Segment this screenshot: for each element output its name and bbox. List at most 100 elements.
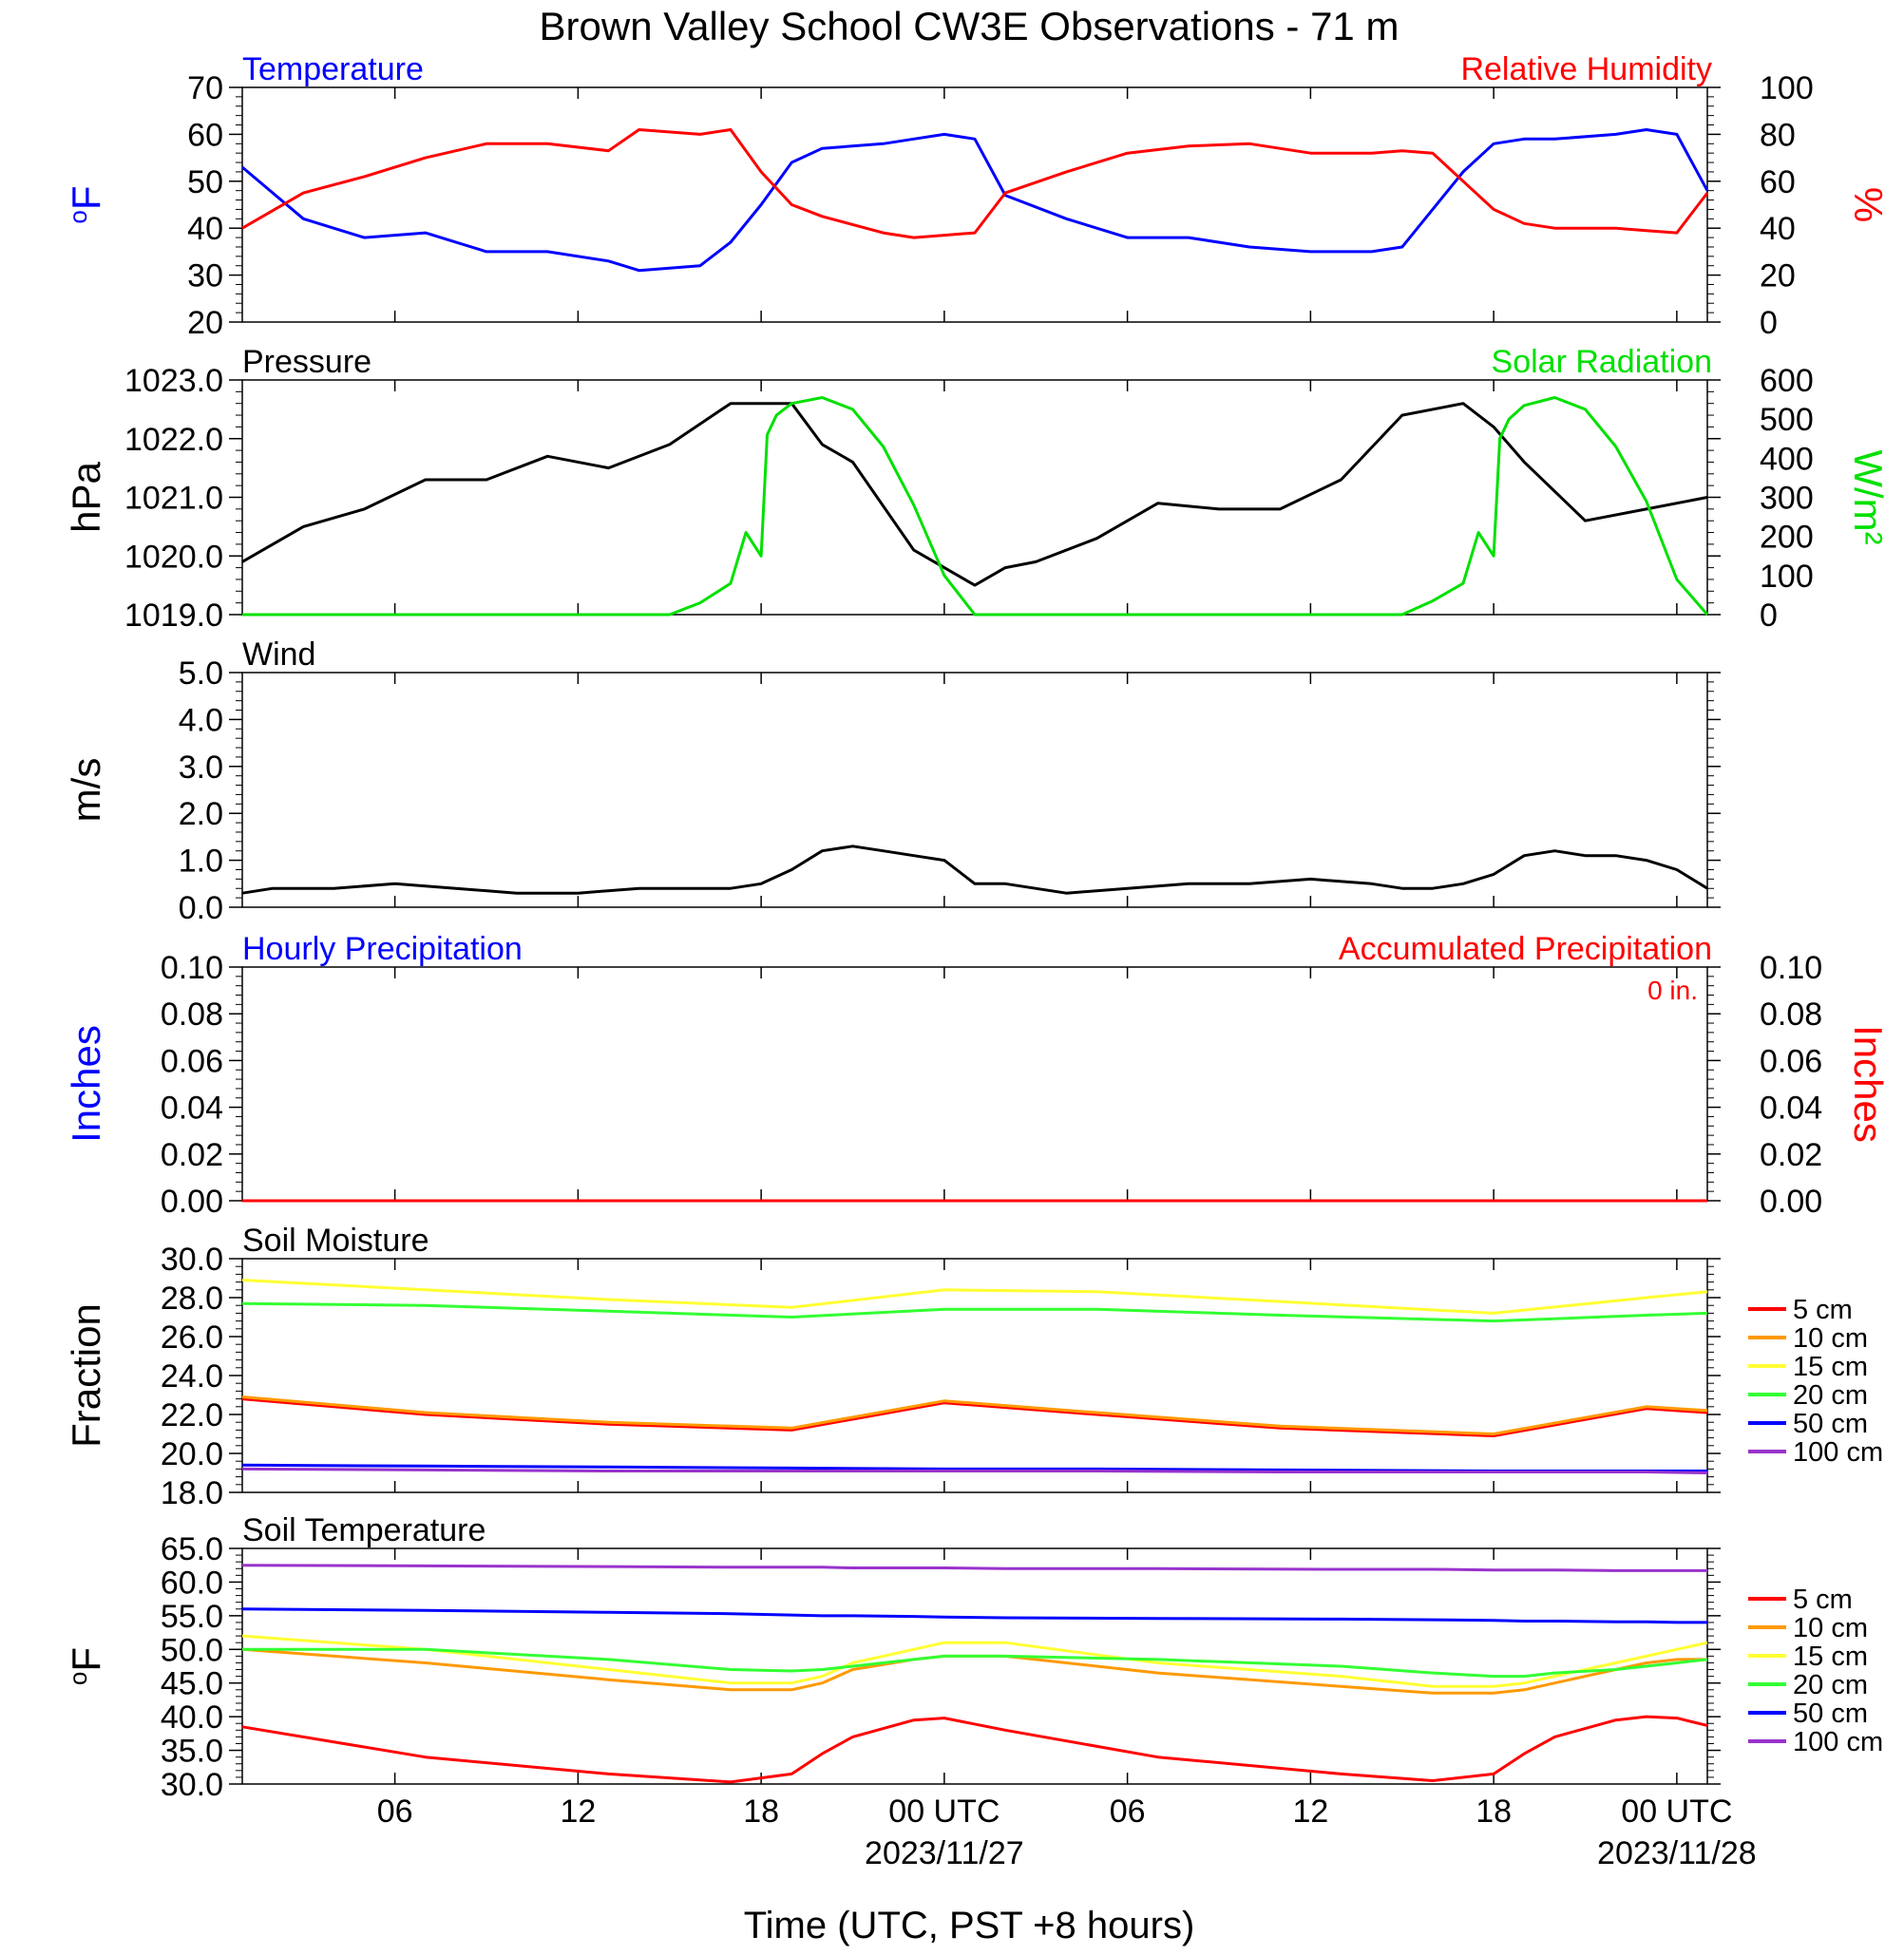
y-tick-label: 0.10 <box>161 950 223 986</box>
y-tick-label: 55.0 <box>161 1599 223 1635</box>
y-tick-label: 1023.0 <box>124 363 223 399</box>
legend-label: 10 cm <box>1793 1323 1868 1354</box>
y-tick-label: 5.0 <box>179 655 223 692</box>
chart-title: Brown Valley School CW3E Observations - … <box>540 4 1399 48</box>
y-axis-label: Fraction <box>64 1303 108 1448</box>
x-date-label: 2023/11/28 <box>1597 1835 1757 1871</box>
series-line-20-cm <box>242 1647 1708 1679</box>
y-tick-label: 0.00 <box>161 1184 223 1220</box>
x-tick-label: 00 UTC <box>1621 1794 1732 1830</box>
y-axis-label-right: Inches <box>1846 1025 1891 1143</box>
y-tick-label: 30.0 <box>161 1242 223 1278</box>
y-tick-label-right: 600 <box>1760 363 1814 399</box>
legend-label: 100 cm <box>1793 1437 1883 1468</box>
legend-label: 100 cm <box>1793 1727 1883 1757</box>
y-tick-label: 28.0 <box>161 1281 223 1317</box>
y-tick-label: 22.0 <box>161 1397 223 1433</box>
panel-soil_temperature: 30.035.040.045.050.055.060.065.0 Soil Tem… <box>64 1512 1883 1803</box>
y-tick-label: 30.0 <box>161 1767 223 1803</box>
y-axis-label: hPa <box>64 461 108 532</box>
y-axis-label: oF <box>64 1647 108 1685</box>
accum-total-label: 0 in. <box>1647 976 1698 1005</box>
x-tick-label: 06 <box>1110 1794 1146 1830</box>
panel-left-title: Hourly Precipitation <box>242 931 523 967</box>
y-tick-label: 26.0 <box>161 1319 223 1356</box>
y-tick-label-right: 200 <box>1760 520 1814 556</box>
legend-label: 10 cm <box>1793 1613 1868 1643</box>
y-tick-label-right: 0 <box>1760 598 1778 634</box>
legend-label: 15 cm <box>1793 1352 1868 1382</box>
y-tick-label: 1021.0 <box>124 481 223 517</box>
y-tick-label-right: 0.04 <box>1760 1091 1822 1127</box>
series-line-wind <box>241 845 1708 895</box>
y-tick-label: 45.0 <box>161 1666 223 1702</box>
series-line-10-cm <box>241 1395 1708 1435</box>
y-tick-label-right: 100 <box>1760 70 1814 106</box>
plot-frame <box>241 379 1708 616</box>
series-line-5-cm <box>241 1397 1708 1437</box>
y-tick-label: 20.0 <box>161 1436 223 1472</box>
y-axis-label-right: W/m² <box>1846 449 1891 544</box>
x-tick-label: 18 <box>743 1794 779 1830</box>
y-tick-label: 1.0 <box>179 844 223 880</box>
x-tick-label: 18 <box>1476 1794 1512 1830</box>
panel-soil_moisture: 18.020.022.024.026.028.030.0 Soil Moistur… <box>64 1223 1883 1511</box>
y-tick-label: 40.0 <box>161 1699 223 1736</box>
panel-left-title: Pressure <box>242 344 371 380</box>
legend-label: 50 cm <box>1793 1699 1868 1729</box>
plot-frame <box>241 1258 1708 1493</box>
y-tick-label: 4.0 <box>179 702 223 738</box>
y-tick-label: 1022.0 <box>124 422 223 458</box>
panel-left-title: Temperature <box>242 51 424 87</box>
y-tick-label-right: 0.10 <box>1760 950 1822 986</box>
panel-left-title: Soil Temperature <box>242 1512 486 1548</box>
legend-label: 15 cm <box>1793 1642 1868 1672</box>
plot-frame <box>241 86 1708 323</box>
series-line-pressure <box>241 402 1708 587</box>
y-tick-label: 70 <box>187 70 223 106</box>
y-tick-label: 0.04 <box>161 1091 223 1127</box>
series-line-100-cm <box>241 1467 1708 1474</box>
y-tick-label-right: 400 <box>1760 441 1814 477</box>
y-tick-label: 18.0 <box>161 1475 223 1511</box>
panel-left-title: Soil Moisture <box>242 1223 429 1259</box>
y-tick-label: 35.0 <box>161 1734 223 1770</box>
panel-temperature_rh: 20 30 40 50 60 70 0 20 40 60 80 100 Temperature Relat… <box>64 51 1891 341</box>
y-tick-label-right: 0.00 <box>1760 1184 1822 1220</box>
y-tick-label: 60.0 <box>161 1565 223 1601</box>
x-tick-label: 12 <box>1292 1794 1328 1830</box>
series-line-100-cm <box>241 1564 1707 1572</box>
y-tick-label: 0.02 <box>161 1137 223 1173</box>
y-tick-label-right: 0.06 <box>1760 1043 1822 1079</box>
y-tick-label: 0.06 <box>161 1043 223 1079</box>
plot-frame <box>241 1547 1708 1785</box>
plot-frame <box>241 966 1708 1202</box>
legend-label: 20 cm <box>1793 1670 1868 1700</box>
y-tick-label: 0.0 <box>179 890 223 926</box>
y-tick-label: 24.0 <box>161 1358 223 1395</box>
series-line-15-cm <box>241 1634 1708 1688</box>
y-tick-label: 1020.0 <box>124 539 223 575</box>
y-tick-label-right: 0 <box>1760 305 1778 341</box>
panel-right-title: Relative Humidity <box>1460 51 1712 87</box>
y-tick-label-right: 40 <box>1760 211 1796 247</box>
y-tick-label: 65.0 <box>161 1531 223 1567</box>
y-tick-label: 60 <box>187 117 223 153</box>
y-tick-label-right: 100 <box>1760 559 1814 595</box>
y-tick-label-right: 0.08 <box>1760 996 1822 1033</box>
series-line-20-cm <box>241 1301 1708 1323</box>
y-tick-label-right: 300 <box>1760 481 1814 517</box>
y-tick-label-right: 60 <box>1760 164 1796 200</box>
y-axis-label: m/s <box>64 758 108 823</box>
y-tick-label: 30 <box>187 258 223 294</box>
legend-label: 20 cm <box>1793 1380 1868 1411</box>
series-line-10-cm <box>241 1647 1707 1695</box>
panel-right-title: Solar Radiation <box>1492 344 1712 380</box>
y-tick-label-right: 20 <box>1760 258 1796 294</box>
x-axis-label: Time (UTC, PST +8 hours) <box>744 1905 1195 1946</box>
y-tick-label: 50.0 <box>161 1632 223 1668</box>
series-line-5-cm <box>241 1715 1708 1784</box>
legend-label: 5 cm <box>1793 1295 1853 1325</box>
